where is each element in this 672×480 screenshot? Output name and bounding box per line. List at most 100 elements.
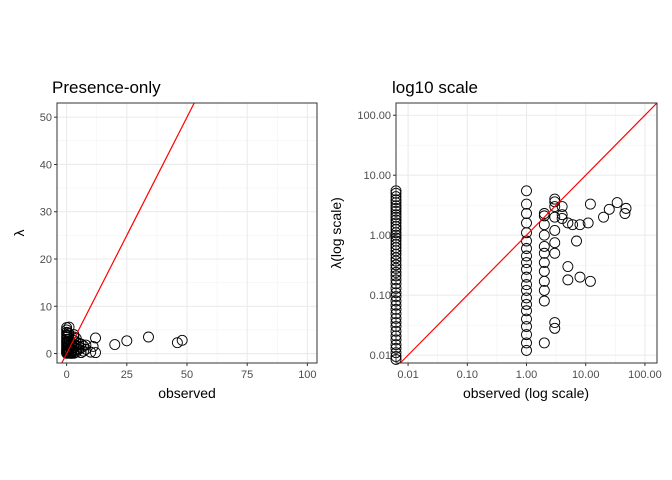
panel1-data-point: [87, 341, 99, 352]
panel2-data-point: [521, 208, 532, 219]
panel2-data-point: [556, 201, 568, 213]
panel2-data-point: [562, 261, 574, 273]
panel1-y-tick-label: 20: [40, 254, 52, 266]
panel2-data-point: [556, 213, 568, 224]
panel2-data-point: [549, 237, 561, 249]
panel2-data-point: [549, 193, 561, 205]
panel2-y-tick-label: 100.00: [357, 110, 391, 122]
panel2-data-point: [521, 299, 532, 310]
panel2-data-point: [584, 198, 596, 210]
panel2-data-point: [620, 202, 632, 214]
panel2-data-point: [549, 201, 561, 213]
panel2-x-ticks: 0.01 0.10 1.00 10.00 100.00: [397, 363, 662, 381]
panel2-data-point: [521, 243, 532, 254]
panel2-data-point: [538, 229, 550, 241]
panel2-data-point: [538, 284, 550, 296]
panel2-data-point: [521, 257, 532, 268]
panel1-data-point: [143, 331, 154, 343]
panel1-x-tick-label: 25: [121, 369, 133, 381]
panel2-data-point: [538, 275, 550, 287]
panel1-data-point: [176, 334, 188, 346]
panel2-x-label: observed (log scale): [463, 385, 589, 401]
panel2-title: log10 scale: [392, 78, 478, 97]
panel2-data-point: [521, 337, 532, 349]
panel-presence-only: Presence-only 0 25 50 75 100 0 10 20 30 40 50 obs…: [11, 78, 318, 401]
panel2-data-point: [567, 219, 579, 231]
panel1-data-point: [109, 339, 121, 351]
panel1-data-point: [90, 332, 101, 344]
panel2-data-point: [549, 322, 561, 334]
panel1-y-tick-label: 40: [40, 159, 52, 171]
panel2-data-point: [549, 247, 561, 259]
panel2-data-point: [574, 271, 586, 283]
panel2-y-tick-label: 0.01: [370, 350, 391, 362]
panel1-title: Presence-only: [52, 78, 161, 97]
panel2-data-point: [538, 337, 550, 349]
panel2-x-tick-label: 100.00: [628, 369, 662, 381]
panel1-y-tick-label: 50: [40, 112, 52, 124]
panel2-data-point: [538, 240, 550, 252]
panel1-x-label: observed: [158, 385, 216, 401]
panel2-x-tick-label: 10.00: [572, 369, 600, 381]
panel1-data-point: [90, 347, 101, 359]
panel1-data-point: [121, 335, 133, 347]
panel2-data-point: [521, 292, 532, 304]
panel1-data-point: [171, 337, 183, 349]
panel2-y-label: λ(log scale): [328, 197, 344, 269]
panel2-data-point: [521, 271, 532, 283]
panel2-data-point: [521, 313, 532, 325]
panel2-x-tick-label: 0.10: [457, 369, 478, 381]
panel2-data-point: [538, 257, 550, 268]
panel2-data-point: [538, 219, 550, 231]
panel2-reference-line: [399, 102, 658, 364]
panel2-data-point: [611, 197, 623, 209]
panel2-data-point: [598, 211, 609, 223]
panel2-data-point: [521, 263, 532, 275]
panel2-data-point: [521, 227, 532, 239]
panel2-data-point: [521, 250, 532, 262]
panel2-data-point: [549, 317, 561, 328]
panel2-data-point: [521, 279, 532, 291]
panel1-gridlines: [57, 103, 317, 363]
panel1-data-point: [78, 345, 89, 357]
panel2-data-point: [619, 208, 631, 219]
panel2-data-point: [521, 284, 532, 296]
panel1-x-tick-label: 100: [298, 369, 316, 381]
panel1-x-tick-label: 75: [241, 369, 253, 381]
panel2-points: [390, 185, 632, 365]
panel2-data-point: [521, 329, 532, 341]
panel2-data-point: [521, 305, 532, 317]
panel1-x-tick-label: 50: [181, 369, 193, 381]
panel2-data-point: [562, 217, 574, 229]
panel1-y-tick-label: 10: [40, 301, 52, 313]
panel1-reference-line: [61, 102, 195, 364]
panel2-data-point: [584, 275, 596, 287]
panel2-y-ticks: 0.01 0.10 1.00 10.00 100.00: [357, 110, 396, 362]
panel2-data-point: [549, 225, 561, 236]
panel2-gridlines: [396, 103, 657, 363]
panel2-data-point: [549, 211, 561, 223]
panel1-data-point: [85, 346, 97, 358]
panel2-data-point: [556, 209, 568, 221]
panel2-data-point: [571, 235, 582, 247]
panel2-y-tick-label: 0.10: [370, 290, 391, 302]
panel2-data-point: [603, 203, 615, 215]
panel2-data-point: [521, 185, 532, 197]
panel2-data-point: [574, 219, 586, 231]
panel1-y-ticks: 0 10 20 30 40 50: [40, 112, 57, 361]
panel1-y-tick-label: 30: [40, 207, 52, 219]
panel1-x-tick-label: 0: [64, 369, 70, 381]
panel2-y-tick-label: 1.00: [370, 230, 391, 242]
panel2-data-point: [538, 295, 550, 307]
panel2-x-tick-label: 1.00: [516, 369, 537, 381]
panel2-y-tick-label: 10.00: [363, 170, 391, 182]
panel2-data-point: [521, 344, 532, 356]
panel2-data-point: [538, 210, 550, 222]
panel1-y-label: λ: [11, 230, 27, 237]
panel1-data-point: [63, 321, 75, 333]
panel2-data-point: [521, 321, 532, 332]
panel1-y-tick-label: 0: [46, 349, 52, 361]
panel2-data-point: [582, 217, 594, 229]
